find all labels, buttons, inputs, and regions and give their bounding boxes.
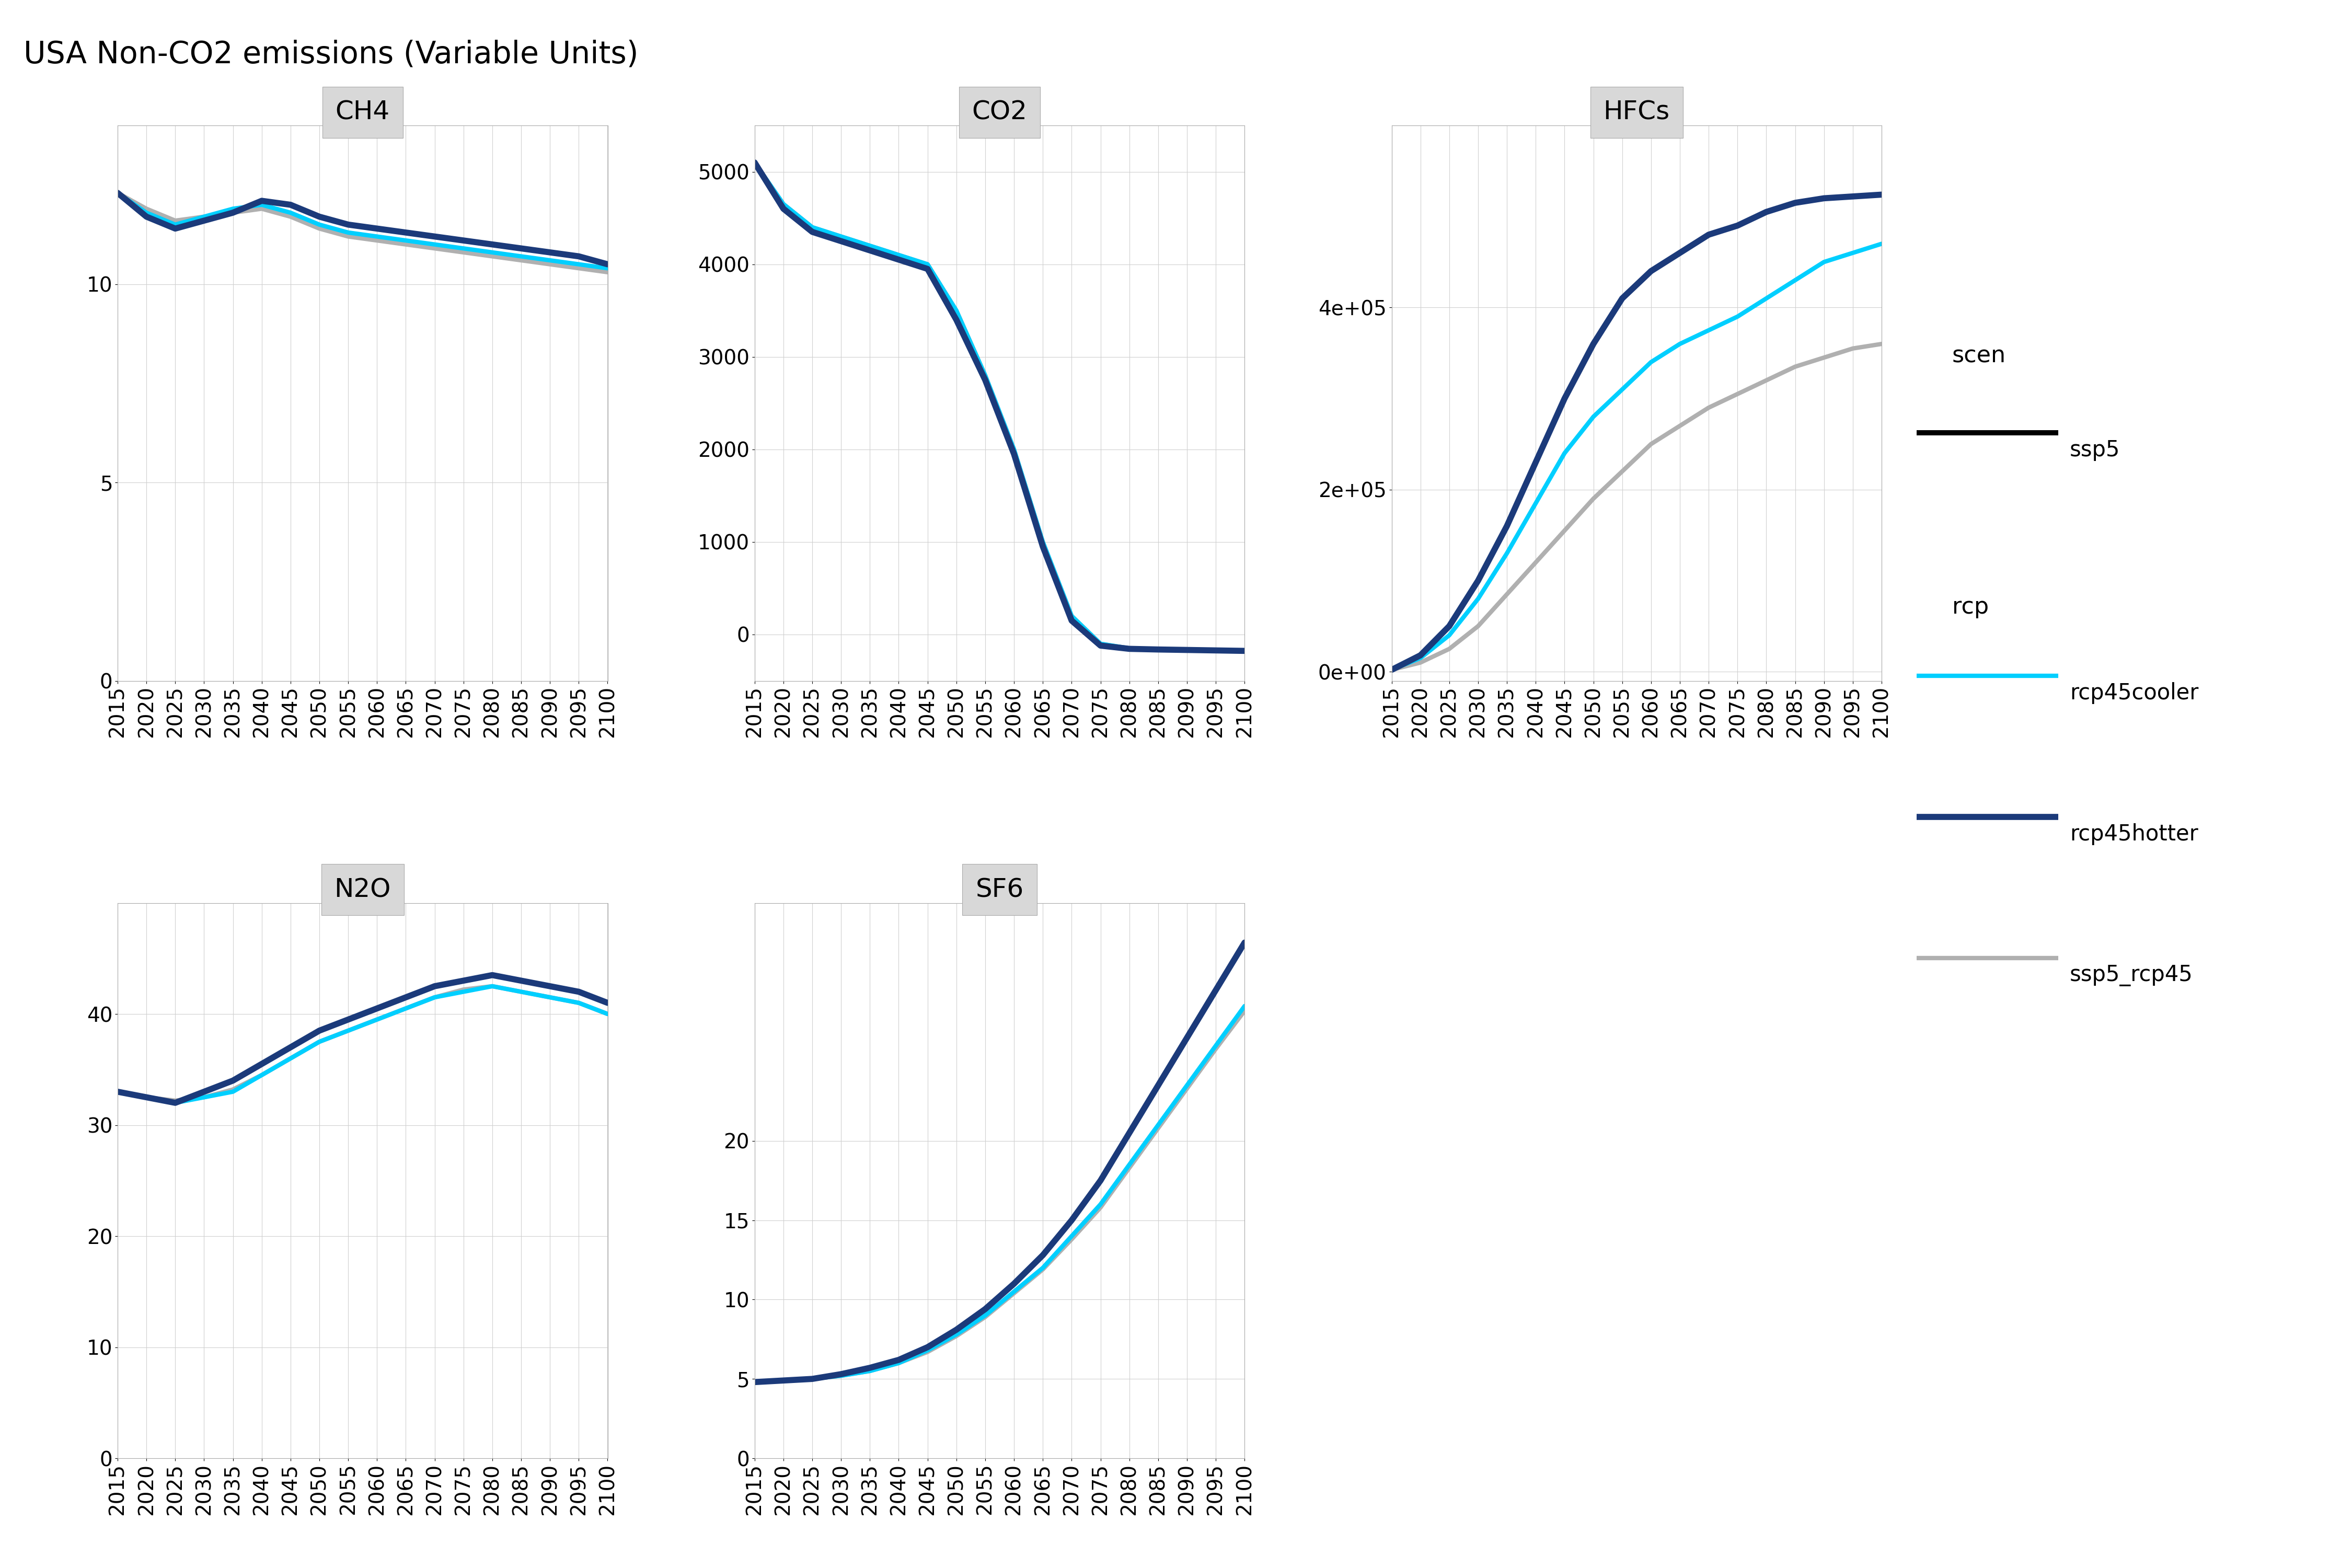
Title: N2O: N2O — [334, 877, 390, 902]
Title: HFCs: HFCs — [1604, 100, 1670, 125]
Title: CO2: CO2 — [971, 100, 1028, 125]
Title: CH4: CH4 — [336, 100, 390, 125]
Text: rcp: rcp — [1952, 596, 1990, 618]
Text: ssp5_rcp45: ssp5_rcp45 — [2070, 964, 2192, 986]
Text: ssp5: ssp5 — [2070, 439, 2119, 461]
Text: rcp45cooler: rcp45cooler — [2070, 682, 2199, 704]
Text: USA Non-CO2 emissions (Variable Units): USA Non-CO2 emissions (Variable Units) — [24, 39, 637, 69]
Text: scen: scen — [1952, 345, 2006, 367]
Title: SF6: SF6 — [976, 877, 1023, 902]
Text: rcp45hotter: rcp45hotter — [2070, 823, 2199, 845]
